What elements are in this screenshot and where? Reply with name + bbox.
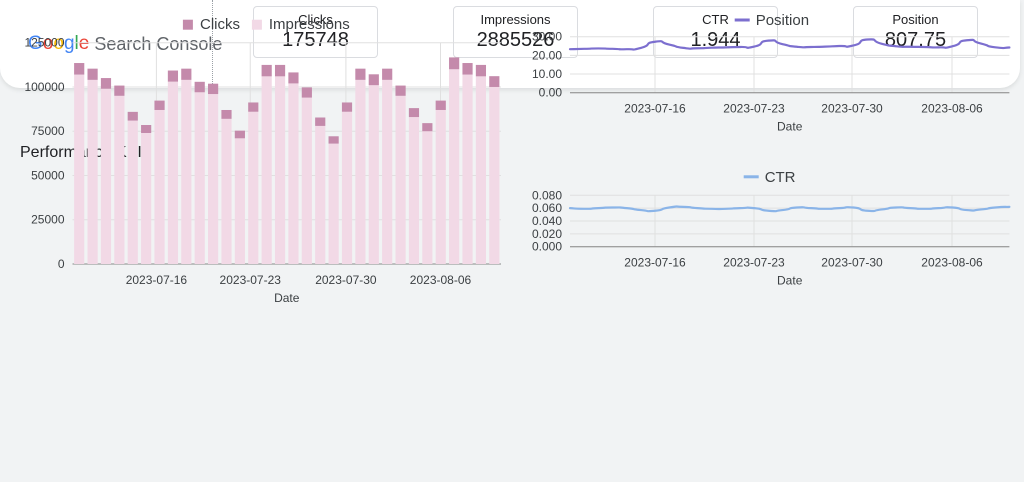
svg-text:2023-07-23: 2023-07-23 [723,256,785,270]
svg-text:0.080: 0.080 [532,188,562,202]
svg-text:2023-07-16: 2023-07-16 [126,273,188,287]
svg-text:Date: Date [777,274,803,288]
svg-text:CTR: CTR [765,169,796,186]
svg-text:2023-08-06: 2023-08-06 [921,256,983,270]
svg-text:0.020: 0.020 [532,227,562,241]
svg-text:0.000: 0.000 [532,240,562,254]
svg-text:2023-07-30: 2023-07-30 [821,256,883,270]
svg-text:Date: Date [274,291,300,304]
svg-text:2023-07-30: 2023-07-30 [821,102,883,116]
svg-text:0: 0 [58,257,65,271]
svg-text:Date: Date [777,120,803,134]
svg-text:2023-07-16: 2023-07-16 [624,102,686,116]
svg-text:30.00: 30.00 [532,30,562,44]
svg-text:2023-07-16: 2023-07-16 [624,256,686,270]
svg-text:2023-07-23: 2023-07-23 [723,102,785,116]
svg-text:Clicks: Clicks [200,16,240,33]
svg-text:Impressions: Impressions [269,16,350,33]
svg-text:2023-08-06: 2023-08-06 [410,273,472,287]
svg-text:2023-07-30: 2023-07-30 [315,273,377,287]
svg-text:20.00: 20.00 [532,48,562,62]
svg-text:50000: 50000 [31,168,65,182]
svg-text:0.00: 0.00 [539,86,563,100]
svg-text:2023-07-23: 2023-07-23 [220,273,282,287]
svg-text:75000: 75000 [31,124,65,138]
svg-text:100000: 100000 [24,80,64,94]
svg-text:Position: Position [756,12,809,29]
svg-text:0.060: 0.060 [532,201,562,215]
svg-text:0.040: 0.040 [532,214,562,228]
svg-text:25000: 25000 [31,213,65,227]
svg-text:2023-08-06: 2023-08-06 [921,102,983,116]
svg-text:10.00: 10.00 [532,67,562,81]
svg-text:125000: 125000 [24,36,64,50]
